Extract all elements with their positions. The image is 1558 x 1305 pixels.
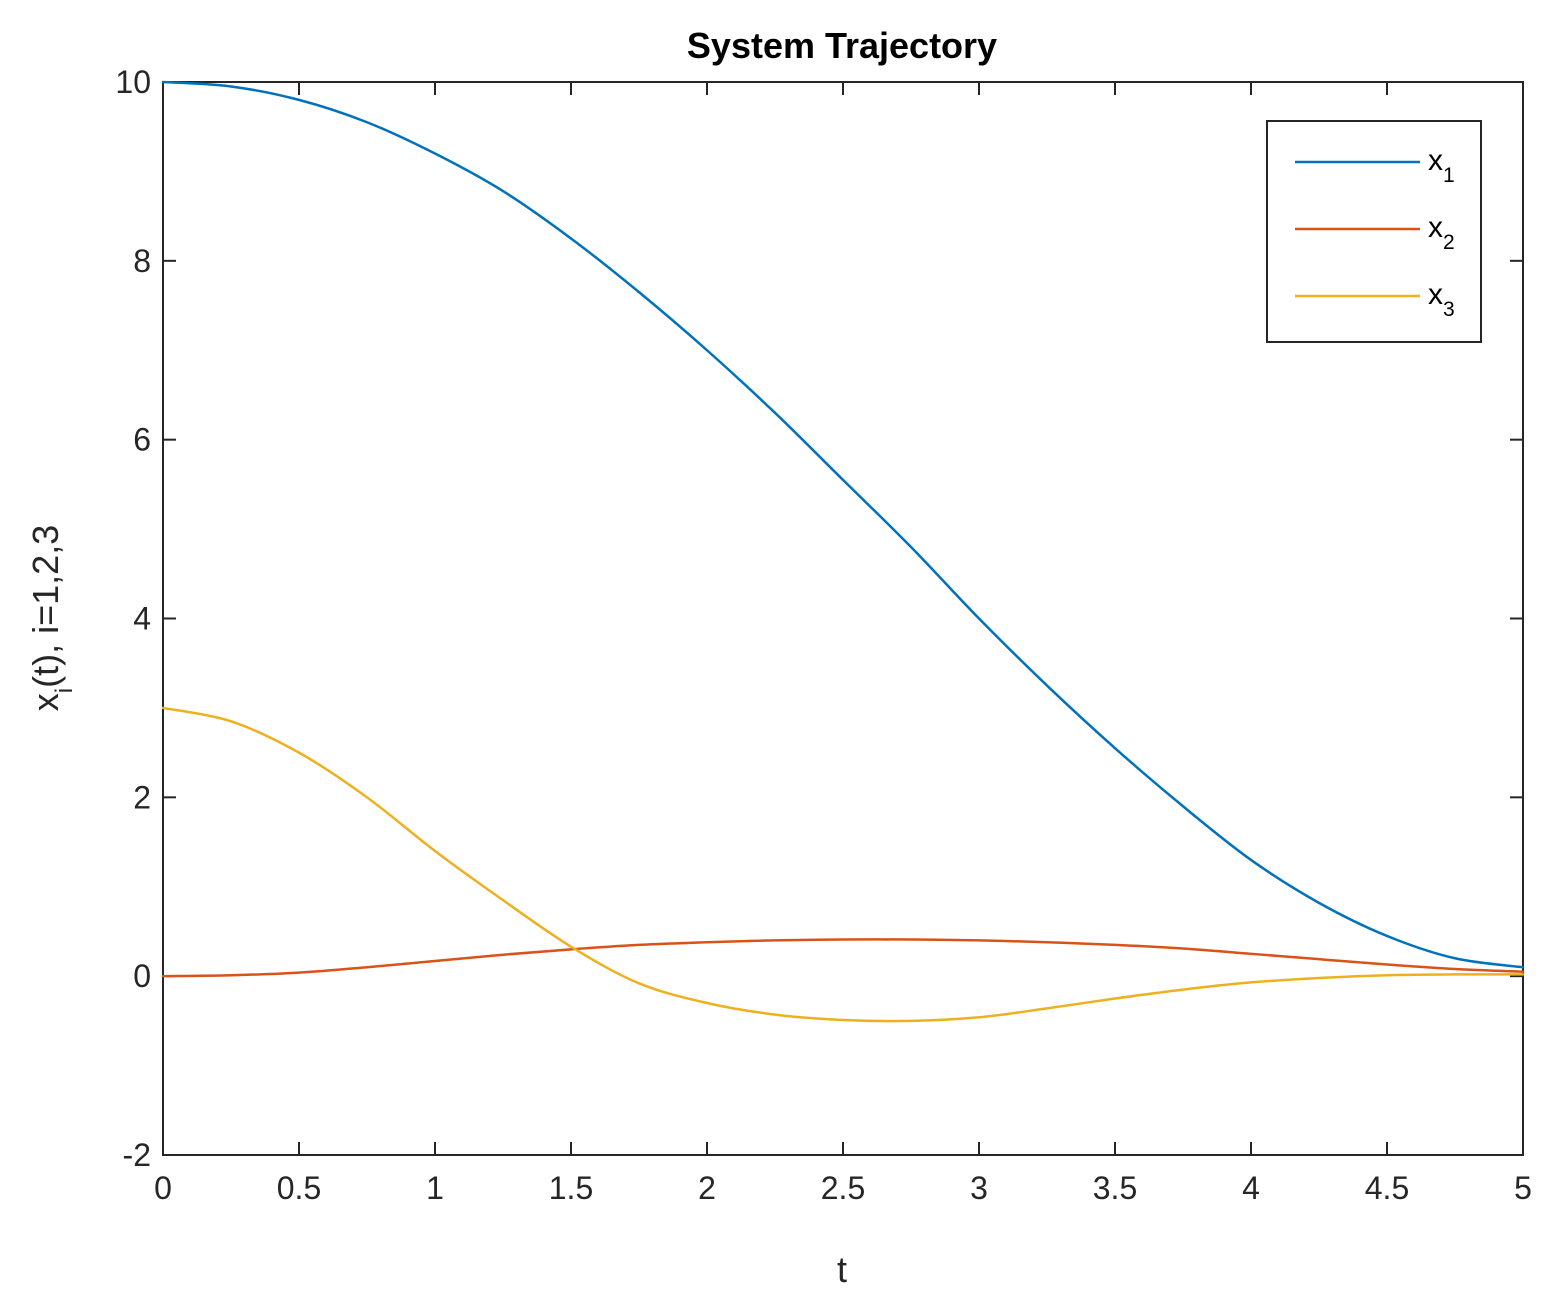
x-axis-label: t [837, 1249, 847, 1290]
x-tick-label: 4.5 [1365, 1170, 1409, 1206]
y-tick-label: -2 [123, 1137, 151, 1173]
x-tick-label: 2.5 [821, 1170, 865, 1206]
x-tick-label: 2 [698, 1170, 716, 1206]
x-tick-label: 4 [1242, 1170, 1260, 1206]
y-tick-label: 6 [133, 422, 151, 458]
series-line-x1 [161, 80, 1525, 969]
legend: x1 x2 x3 [1266, 120, 1482, 343]
x-tick-label: 3 [970, 1170, 988, 1206]
x-tick-label: 1 [426, 1170, 444, 1206]
y-tick-label: 2 [133, 779, 151, 815]
legend-label-x3: x3 [1428, 278, 1455, 321]
legend-box [1266, 120, 1482, 343]
x-tick-label: 5 [1514, 1170, 1532, 1206]
y-axis-label-sub: i [51, 688, 78, 693]
series-line-x3 [161, 706, 1525, 1023]
x-tick-label: 0.5 [277, 1170, 321, 1206]
y-tick-label: 4 [133, 601, 151, 637]
y-tick-label: 0 [133, 958, 151, 994]
y-axis-label: xi(t), i=1,2,3 [25, 525, 78, 711]
series-line-x2 [161, 938, 1525, 978]
chart-title: System Trajectory [687, 25, 997, 66]
series-lines [161, 80, 1525, 1023]
y-axis-label-rest: (t), i=1,2,3 [25, 525, 66, 688]
x-tick-label: 0 [154, 1170, 172, 1206]
y-axis-label-base: x [25, 693, 66, 711]
x-tick-label: 3.5 [1093, 1170, 1137, 1206]
x-tick-label: 1.5 [549, 1170, 593, 1206]
y-tick-label: 10 [115, 64, 151, 100]
legend-label-x1: x1 [1428, 144, 1455, 187]
legend-label-x2: x2 [1428, 211, 1455, 254]
y-tick-label: 8 [133, 243, 151, 279]
